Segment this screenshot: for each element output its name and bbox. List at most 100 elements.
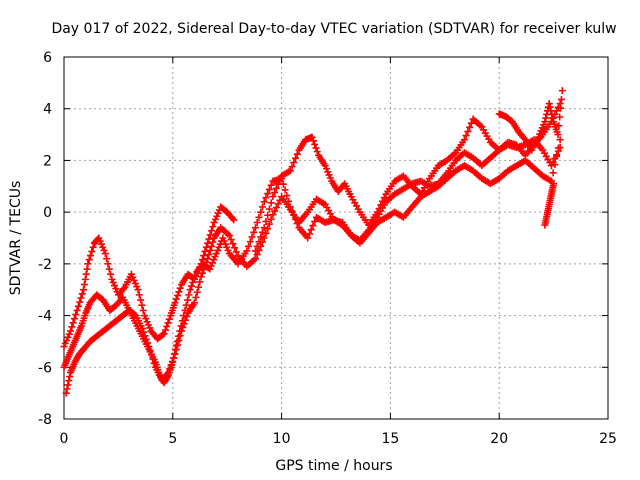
data-point	[245, 242, 253, 250]
data-point	[205, 251, 213, 259]
data-point	[551, 154, 559, 162]
data-point	[276, 196, 284, 204]
data-point	[257, 233, 265, 241]
data-point	[556, 144, 564, 151]
data-point	[231, 244, 239, 252]
data-point	[308, 133, 316, 141]
data-point	[68, 323, 76, 331]
data-point	[176, 332, 184, 340]
data-point	[283, 192, 291, 200]
data-point	[80, 281, 88, 289]
data-point	[248, 233, 256, 241]
data-point	[542, 114, 550, 122]
data-point	[460, 136, 468, 144]
data-point	[312, 144, 320, 152]
data-point	[554, 131, 562, 139]
data-point	[264, 225, 272, 233]
data-point	[377, 201, 385, 209]
data-point	[166, 365, 174, 373]
data-point	[105, 265, 113, 273]
data-point	[286, 167, 294, 175]
x-tick-label: 25	[599, 431, 617, 447]
data-point	[304, 234, 312, 242]
data-point	[65, 377, 73, 385]
y-tick-label: -8	[38, 412, 52, 428]
data-point	[145, 343, 153, 351]
x-tick-label: 5	[168, 431, 177, 447]
data-point	[198, 269, 206, 277]
data-point	[201, 247, 209, 255]
data-point	[172, 346, 180, 354]
y-tick-labels: -8 -6 -4 -2 0 2 4 6	[38, 50, 52, 428]
data-point	[192, 293, 200, 301]
data-point	[200, 252, 208, 260]
data-point	[271, 188, 279, 196]
data-point	[272, 184, 280, 192]
data-point	[190, 275, 198, 283]
data-point	[62, 389, 70, 397]
data-point	[194, 283, 202, 291]
data-point	[546, 103, 554, 111]
y-tick-label: 2	[43, 153, 52, 169]
data-point	[276, 176, 284, 184]
data-point	[549, 158, 557, 166]
data-point	[183, 313, 191, 321]
data-point	[262, 217, 270, 225]
data-point	[186, 286, 194, 294]
data-point	[373, 208, 381, 216]
data-point	[202, 243, 210, 251]
data-point	[144, 339, 152, 347]
data-point	[379, 197, 387, 205]
data-point	[63, 385, 71, 393]
data-point	[225, 231, 233, 239]
x-axis-title: GPS time / hours	[275, 458, 392, 474]
data-point	[257, 208, 265, 216]
data-point	[313, 148, 321, 156]
data-point	[76, 298, 84, 306]
data-point	[260, 198, 268, 206]
data-point	[230, 216, 238, 224]
data-point	[193, 288, 201, 296]
data-point	[72, 311, 80, 319]
data-point	[175, 288, 183, 296]
y-axis-title: SDTVAR / TECUs	[8, 181, 24, 296]
data-point	[197, 273, 205, 281]
data-point	[185, 291, 193, 299]
data-point	[380, 194, 388, 202]
data-point	[80, 286, 88, 294]
plot-frame	[63, 56, 609, 420]
data-point	[164, 319, 172, 327]
data-point	[64, 381, 72, 389]
data-point	[264, 190, 272, 198]
data-point	[545, 100, 553, 108]
data-point	[258, 228, 266, 236]
data-point	[146, 347, 154, 355]
data-point	[87, 252, 95, 260]
data-point	[548, 110, 556, 118]
data-point	[462, 132, 470, 140]
data-point	[267, 181, 275, 189]
data-point	[281, 186, 289, 194]
data-point	[201, 262, 209, 270]
data-point	[260, 234, 268, 242]
data-point	[167, 361, 175, 369]
data-point	[66, 373, 74, 381]
x-tick-labels: 0 5 10 15 20 25	[60, 431, 617, 447]
x-tick-label: 20	[490, 431, 508, 447]
data-point	[547, 107, 555, 115]
data-point	[464, 127, 472, 135]
data-point	[206, 246, 214, 254]
data-point	[149, 355, 157, 363]
data-point	[558, 87, 566, 95]
data-point	[271, 207, 279, 215]
data-point	[290, 158, 298, 166]
data-point	[189, 278, 197, 286]
data-point	[171, 350, 179, 358]
data-point	[182, 301, 190, 309]
data-point	[147, 351, 155, 359]
data-point	[101, 250, 109, 258]
data-point	[69, 319, 77, 327]
data-point	[181, 316, 189, 324]
data-point	[89, 243, 97, 251]
